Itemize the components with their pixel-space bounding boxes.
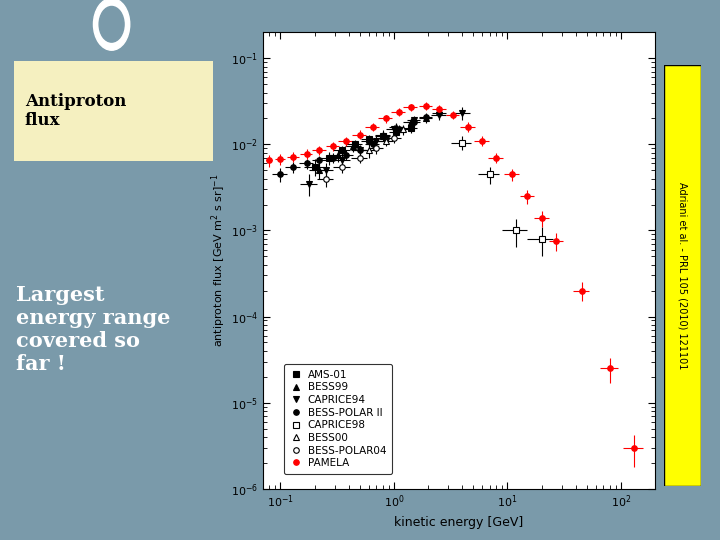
AMS-01	[392, 129, 400, 135]
BESS99	[421, 115, 430, 122]
CAPRICE98	[485, 171, 494, 178]
CAPRICE98	[537, 235, 546, 242]
PAMELA	[328, 143, 337, 150]
PAMELA	[523, 193, 532, 199]
BESS99	[349, 143, 358, 150]
BESS99	[379, 131, 387, 138]
CAPRICE94	[372, 138, 381, 144]
BESS-POLAR II	[369, 141, 377, 147]
Line: BESS99: BESS99	[316, 115, 429, 174]
BESS-POLAR II	[410, 119, 418, 126]
BESS-POLAR II	[421, 113, 430, 120]
AMS-01	[364, 136, 373, 143]
BESS-POLAR II	[342, 152, 351, 158]
PAMELA	[369, 124, 377, 130]
BESS00	[399, 126, 408, 132]
Line: BESS00: BESS00	[365, 126, 406, 154]
AMS-01	[325, 154, 333, 161]
PAMELA	[342, 138, 351, 144]
CAPRICE98	[458, 139, 467, 146]
FancyBboxPatch shape	[14, 62, 213, 161]
PAMELA	[315, 147, 323, 154]
PAMELA	[464, 124, 472, 130]
Text: Largest
energy range
covered so
far !: Largest energy range covered so far !	[16, 285, 170, 374]
BESS-POLAR II	[276, 171, 284, 178]
CAPRICE94	[338, 157, 346, 164]
PAMELA	[629, 444, 638, 451]
Line: CAPRICE94: CAPRICE94	[306, 110, 466, 187]
PAMELA	[276, 156, 284, 162]
BESS00	[364, 147, 373, 154]
PAMELA	[508, 171, 516, 178]
Line: PAMELA: PAMELA	[266, 103, 636, 450]
BESS-POLAR II	[435, 110, 444, 117]
CAPRICE94	[410, 117, 418, 124]
BESS-POLAR II	[302, 160, 311, 167]
PAMELA	[577, 287, 586, 294]
BESS99	[315, 167, 323, 173]
X-axis label: kinetic energy [GeV]: kinetic energy [GeV]	[395, 516, 523, 529]
AMS-01	[406, 125, 415, 131]
AMS-01	[338, 147, 346, 154]
Y-axis label: antiproton flux [GeV m$^2$ s sr]$^{-1}$: antiproton flux [GeV m$^2$ s sr]$^{-1}$	[210, 174, 228, 347]
BESS00	[382, 138, 390, 144]
PAMELA	[406, 104, 415, 111]
AMS-01	[350, 141, 359, 147]
PAMELA	[435, 105, 444, 112]
Line: CAPRICE98: CAPRICE98	[459, 139, 545, 242]
BESS-POLAR II	[382, 134, 390, 141]
PAMELA	[449, 112, 457, 118]
CAPRICE94	[321, 167, 330, 173]
CAPRICE94	[356, 147, 364, 154]
PAMELA	[537, 214, 546, 221]
PAMELA	[606, 365, 614, 372]
BESS-POLAR II	[356, 147, 364, 154]
BESS-POLAR II	[328, 154, 337, 161]
PAMELA	[492, 154, 501, 161]
BESS99	[333, 152, 342, 158]
BESS99	[406, 119, 415, 126]
PAMELA	[395, 109, 403, 115]
BESS-POLAR04	[390, 134, 398, 141]
BESS99	[364, 138, 373, 144]
PAMELA	[356, 131, 364, 138]
BESS-POLAR04	[356, 154, 364, 161]
PAMELA	[478, 138, 487, 144]
CAPRICE94	[390, 126, 398, 132]
BESS-POLAR04	[372, 145, 381, 152]
CAPRICE98	[512, 227, 521, 234]
Line: BESS-POLAR II: BESS-POLAR II	[278, 111, 442, 177]
FancyBboxPatch shape	[664, 65, 701, 486]
PAMELA	[302, 151, 311, 157]
Line: AMS-01: AMS-01	[312, 125, 413, 170]
CAPRICE94	[458, 110, 467, 117]
Text: Adriani et al. - PRL 105 (2010) 121101: Adriani et al. - PRL 105 (2010) 121101	[678, 182, 688, 369]
AMS-01	[379, 133, 387, 139]
CAPRICE94	[305, 180, 314, 187]
BESS99	[392, 124, 400, 130]
Text: Antiproton
flux: Antiproton flux	[25, 93, 126, 129]
AMS-01	[310, 164, 319, 170]
PAMELA	[382, 115, 390, 122]
BESS-POLAR II	[315, 157, 323, 164]
PAMELA	[421, 103, 430, 109]
Legend: AMS-01, BESS99, CAPRICE94, BESS-POLAR II, CAPRICE98, BESS00, BESS-POLAR04, PAMEL: AMS-01, BESS99, CAPRICE94, BESS-POLAR II…	[284, 363, 392, 474]
PAMELA	[289, 153, 297, 160]
BESS-POLAR04	[321, 176, 330, 182]
PAMELA	[552, 238, 561, 245]
Line: BESS-POLAR04: BESS-POLAR04	[323, 135, 397, 181]
BESS-POLAR II	[395, 126, 403, 132]
BESS-POLAR04	[338, 164, 346, 170]
PAMELA	[265, 157, 274, 164]
CAPRICE94	[435, 112, 444, 118]
BESS-POLAR II	[289, 164, 297, 170]
